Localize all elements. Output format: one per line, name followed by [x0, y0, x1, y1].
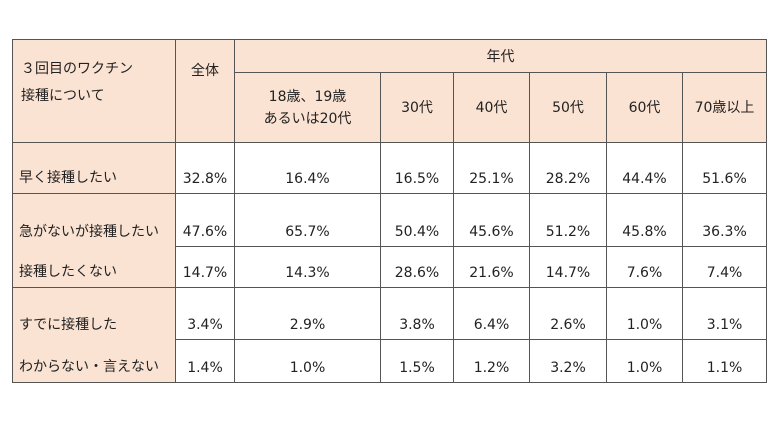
age-header: 50代 [529, 72, 607, 143]
age-header-row: 18歳、19歳 あるいは20代 30代 40代 50代 60代 70歳以上 [13, 72, 768, 143]
age-value-cell: 6.4% [453, 287, 530, 340]
row-label: わからない・言えない [12, 339, 176, 383]
age-value-cell: 65.7% [234, 193, 381, 247]
age-header: 70歳以上 [681, 72, 768, 143]
age-value-cell: 2.6% [529, 287, 607, 340]
age-value-cell: 16.4% [234, 142, 381, 194]
age-value-cell: 1.5% [380, 339, 454, 383]
age-value-cell: 7.4% [681, 246, 768, 288]
age-value-cell: 3.8% [380, 287, 454, 340]
age-value-cell: 16.5% [380, 142, 454, 194]
age-header: 60代 [606, 72, 683, 143]
row-label: 急がないが接種したい [12, 193, 176, 247]
row-label: すでに接種した [12, 287, 176, 340]
total-value-cell: 1.4% [175, 339, 235, 383]
age-value-cell: 1.1% [681, 339, 768, 383]
age-value-cell: 7.6% [606, 246, 683, 288]
table-row: すでに接種した 3.4% 2.9% 3.8% 6.4% 2.6% 1.0% 3.1% [12, 287, 768, 340]
age-header-line2: あるいは20代 [263, 110, 352, 127]
row-label: 早く接種したい [12, 142, 176, 194]
row-label: 接種したくない [12, 246, 176, 288]
header-total: 全体 [175, 39, 235, 143]
vaccine-survey-table: ３回目のワクチン 接種について 全体 年代 18歳、19歳 あるいは20代 30… [12, 39, 768, 383]
age-value-cell: 1.2% [453, 339, 530, 383]
age-value-cell: 28.2% [529, 142, 607, 194]
age-value-cell: 45.6% [453, 193, 530, 247]
age-value-cell: 44.4% [606, 142, 683, 194]
age-value-cell: 3.1% [681, 287, 768, 340]
total-value-cell: 14.7% [175, 246, 235, 288]
header-title-line1: ３回目のワクチン [21, 61, 133, 77]
table-row: 接種したくない 14.7% 14.3% 28.6% 21.6% 14.7% 7.6% 7.4% [12, 246, 768, 288]
age-value-cell: 45.8% [606, 193, 683, 247]
header-title-cell: ３回目のワクチン 接種について [12, 39, 176, 143]
age-header: 30代 [380, 72, 454, 143]
age-header: 18歳、19歳 あるいは20代 [234, 72, 381, 143]
total-value-cell: 3.4% [175, 287, 235, 340]
header-age-group: 年代 [233, 39, 768, 73]
age-value-cell: 50.4% [380, 193, 454, 247]
age-value-cell: 3.2% [529, 339, 607, 383]
age-header: 40代 [453, 72, 530, 143]
age-value-cell: 25.1% [453, 142, 530, 194]
table-row: 急がないが接種したい 47.6% 65.7% 50.4% 45.6% 51.2% 45.8%… [12, 193, 768, 247]
age-value-cell: 1.0% [234, 339, 381, 383]
total-value-cell: 47.6% [175, 193, 235, 247]
age-value-cell: 21.6% [453, 246, 530, 288]
age-value-cell: 51.6% [681, 142, 768, 194]
age-value-cell: 14.7% [529, 246, 607, 288]
header-title-line2: 接種について [21, 88, 105, 104]
total-value-cell: 32.8% [175, 142, 235, 194]
age-value-cell: 1.0% [606, 339, 683, 383]
age-value-cell: 51.2% [529, 193, 607, 247]
age-header-line1: 18歳、19歳 [268, 88, 347, 105]
age-value-cell: 2.9% [234, 287, 381, 340]
age-value-cell: 36.3% [681, 193, 768, 247]
age-value-cell: 1.0% [606, 287, 683, 340]
table-row: 早く接種したい 32.8% 16.4% 16.5% 25.1% 28.2% 44.4% 51.… [12, 142, 768, 194]
age-value-cell: 28.6% [380, 246, 454, 288]
age-value-cell: 14.3% [234, 246, 381, 288]
table-row: わからない・言えない 1.4% 1.0% 1.5% 1.2% 3.2% 1.0% 1.1% [12, 339, 768, 383]
